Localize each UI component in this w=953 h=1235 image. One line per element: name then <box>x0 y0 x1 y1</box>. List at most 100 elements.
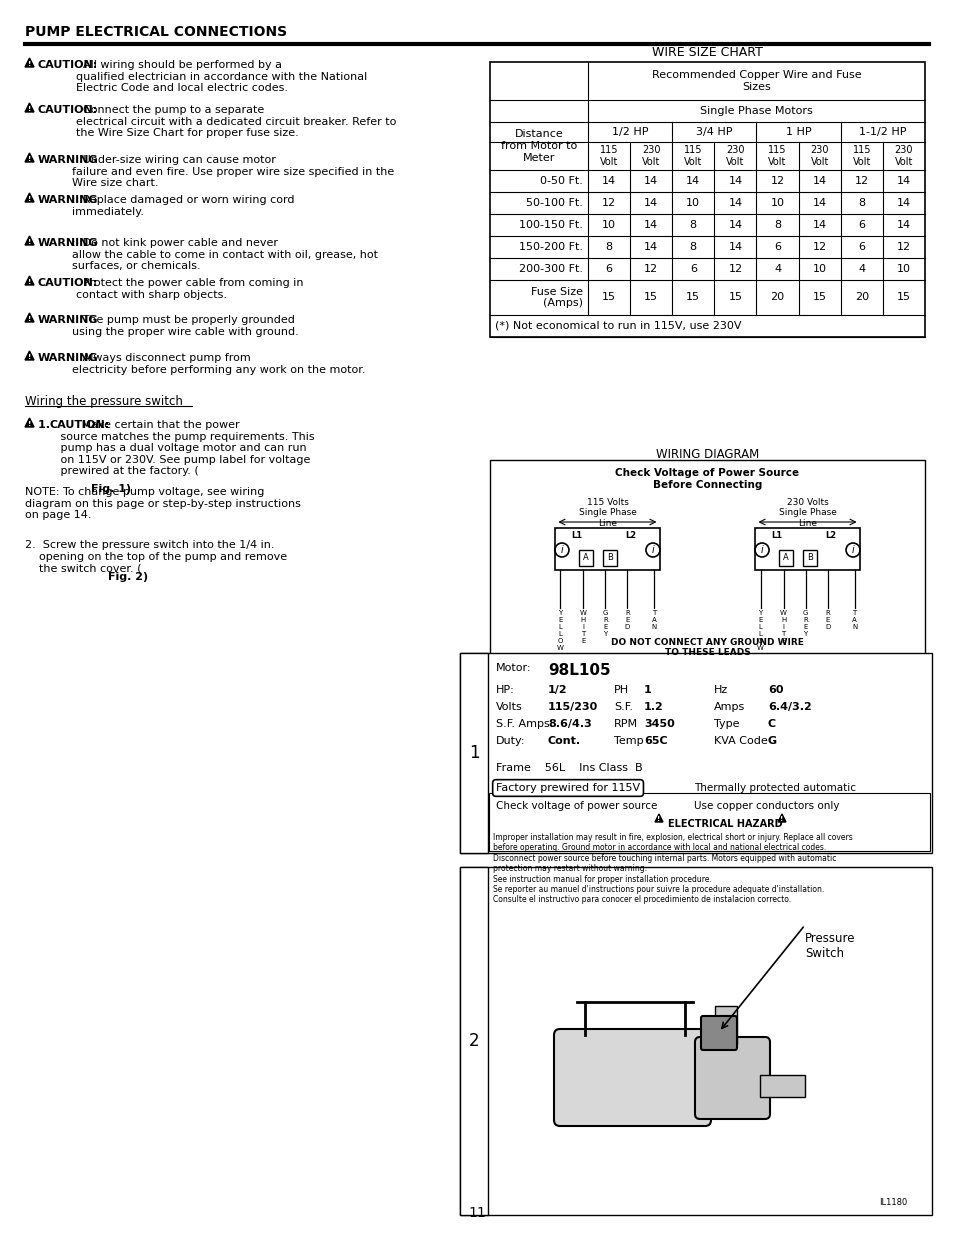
Text: T
A
N: T A N <box>851 610 857 630</box>
Text: 12: 12 <box>643 264 658 274</box>
Text: 15: 15 <box>728 293 741 303</box>
Bar <box>459 653 931 853</box>
Text: Fuse Size
(Amps): Fuse Size (Amps) <box>531 287 582 309</box>
Text: 8: 8 <box>773 220 781 230</box>
Text: ELECTRICAL HAZARD: ELECTRICAL HAZARD <box>667 819 781 829</box>
Polygon shape <box>25 351 34 359</box>
Text: 1-1/2 HP: 1-1/2 HP <box>859 127 905 137</box>
Text: Protect the power cable from coming in
contact with sharp objects.: Protect the power cable from coming in c… <box>76 278 304 300</box>
Text: 20: 20 <box>854 293 868 303</box>
Text: 4: 4 <box>858 264 864 274</box>
Text: 14: 14 <box>727 220 741 230</box>
Text: Distance
from Motor to
Meter: Distance from Motor to Meter <box>500 130 577 163</box>
Bar <box>714 1007 737 1044</box>
Text: Connect the pump to a separate
electrical circuit with a dedicated circuit break: Connect the pump to a separate electrica… <box>76 105 396 138</box>
Text: 200-300 Ft.: 200-300 Ft. <box>518 264 582 274</box>
Text: 2.  Screw the pressure switch into the 1/4 in.
    opening on the top of the pum: 2. Screw the pressure switch into the 1/… <box>25 540 287 573</box>
Text: 14: 14 <box>601 177 616 186</box>
Text: :  Do not kink power cable and never
allow the cable to come in contact with oil: : Do not kink power cable and never allo… <box>71 238 377 272</box>
FancyBboxPatch shape <box>700 1016 737 1050</box>
Text: 230
Volt: 230 Volt <box>810 146 828 167</box>
Text: 12: 12 <box>770 177 783 186</box>
Text: !: ! <box>28 316 31 322</box>
Text: WIRE SIZE CHART: WIRE SIZE CHART <box>652 46 762 59</box>
Text: 1.2: 1.2 <box>643 701 663 713</box>
Text: 6.4/3.2: 6.4/3.2 <box>767 701 811 713</box>
Text: !: ! <box>28 196 31 201</box>
Text: Thermally protected automatic: Thermally protected automatic <box>693 783 855 793</box>
Text: !: ! <box>28 106 31 112</box>
Text: Y
E
L
L
O
W: Y E L L O W <box>757 610 763 651</box>
Text: Motor:: Motor: <box>496 663 531 673</box>
Bar <box>760 1074 804 1097</box>
Text: A: A <box>782 553 788 562</box>
Text: S.F. Amps:: S.F. Amps: <box>496 719 553 729</box>
Text: 15: 15 <box>812 293 826 303</box>
Bar <box>602 550 617 566</box>
Bar <box>779 550 792 566</box>
Text: 6: 6 <box>773 242 781 252</box>
Text: 8: 8 <box>689 242 696 252</box>
Text: L1: L1 <box>770 531 781 540</box>
Text: 10: 10 <box>770 198 783 207</box>
Text: 1.: 1. <box>38 420 53 430</box>
Text: !: ! <box>28 61 31 67</box>
Text: L2: L2 <box>824 531 835 540</box>
Text: 12: 12 <box>812 242 826 252</box>
Text: G
R
E
Y: G R E Y <box>602 610 607 637</box>
Text: 15: 15 <box>896 293 910 303</box>
Bar <box>802 550 816 566</box>
Text: !: ! <box>28 354 31 359</box>
Text: 3/4 HP: 3/4 HP <box>696 127 732 137</box>
Text: WARNING: WARNING <box>38 353 98 363</box>
Text: S.F.: S.F. <box>614 701 633 713</box>
Text: i: i <box>651 545 654 555</box>
Text: 1/2 HP: 1/2 HP <box>611 127 648 137</box>
Text: 230
Volt: 230 Volt <box>894 146 912 167</box>
Text: CAUTION:: CAUTION: <box>50 420 111 430</box>
Bar <box>459 653 488 853</box>
Text: :  Under-size wiring can cause motor
failure and even fire. Use proper wire size: : Under-size wiring can cause motor fail… <box>71 156 394 188</box>
Bar <box>490 459 924 659</box>
Text: Pressure
Switch: Pressure Switch <box>804 932 855 960</box>
Text: 115
Volt: 115 Volt <box>683 146 701 167</box>
Text: CAUTION:: CAUTION: <box>38 278 98 288</box>
Text: Use copper conductors only: Use copper conductors only <box>693 802 839 811</box>
Text: Y
E
L
L
O
W: Y E L L O W <box>557 610 563 651</box>
Bar <box>459 867 931 1215</box>
Text: L2: L2 <box>624 531 636 540</box>
Polygon shape <box>25 417 34 427</box>
Text: 14: 14 <box>727 242 741 252</box>
Text: 12: 12 <box>727 264 741 274</box>
Text: 115
Volt: 115 Volt <box>767 146 786 167</box>
Text: 230
Volt: 230 Volt <box>641 146 659 167</box>
Polygon shape <box>25 275 34 285</box>
Text: 100-150 Ft.: 100-150 Ft. <box>518 220 582 230</box>
Text: 15: 15 <box>685 293 700 303</box>
Text: 0-50 Ft.: 0-50 Ft. <box>539 177 582 186</box>
Text: HP:: HP: <box>496 685 515 695</box>
Text: 14: 14 <box>643 198 658 207</box>
Text: 1: 1 <box>643 685 651 695</box>
Text: 14: 14 <box>727 177 741 186</box>
Text: 14: 14 <box>643 242 658 252</box>
Text: !: ! <box>28 279 31 285</box>
Text: 115
Volt: 115 Volt <box>599 146 618 167</box>
Text: 10: 10 <box>601 220 616 230</box>
Polygon shape <box>25 236 34 245</box>
Text: 150-200 Ft.: 150-200 Ft. <box>518 242 582 252</box>
Text: Wiring the pressure switch: Wiring the pressure switch <box>25 395 183 408</box>
Text: RPM: RPM <box>614 719 638 729</box>
Text: 60: 60 <box>767 685 782 695</box>
Text: T
A
N: T A N <box>651 610 657 630</box>
Text: 115 Volts
Single Phase
Line: 115 Volts Single Phase Line <box>578 498 636 527</box>
Text: 14: 14 <box>727 198 741 207</box>
Text: Improper installation may result in fire, explosion, electrical short or injury.: Improper installation may result in fire… <box>493 832 852 904</box>
Polygon shape <box>25 312 34 322</box>
Text: R
E
D: R E D <box>824 610 829 630</box>
Text: 14: 14 <box>896 177 910 186</box>
Text: NOTE: To change pump voltage, see wiring
diagram on this page or step-by-step in: NOTE: To change pump voltage, see wiring… <box>25 487 300 520</box>
Text: CAUTION:: CAUTION: <box>38 105 98 115</box>
Text: 2: 2 <box>468 1032 478 1050</box>
Text: PUMP ELECTRICAL CONNECTIONS: PUMP ELECTRICAL CONNECTIONS <box>25 25 287 40</box>
